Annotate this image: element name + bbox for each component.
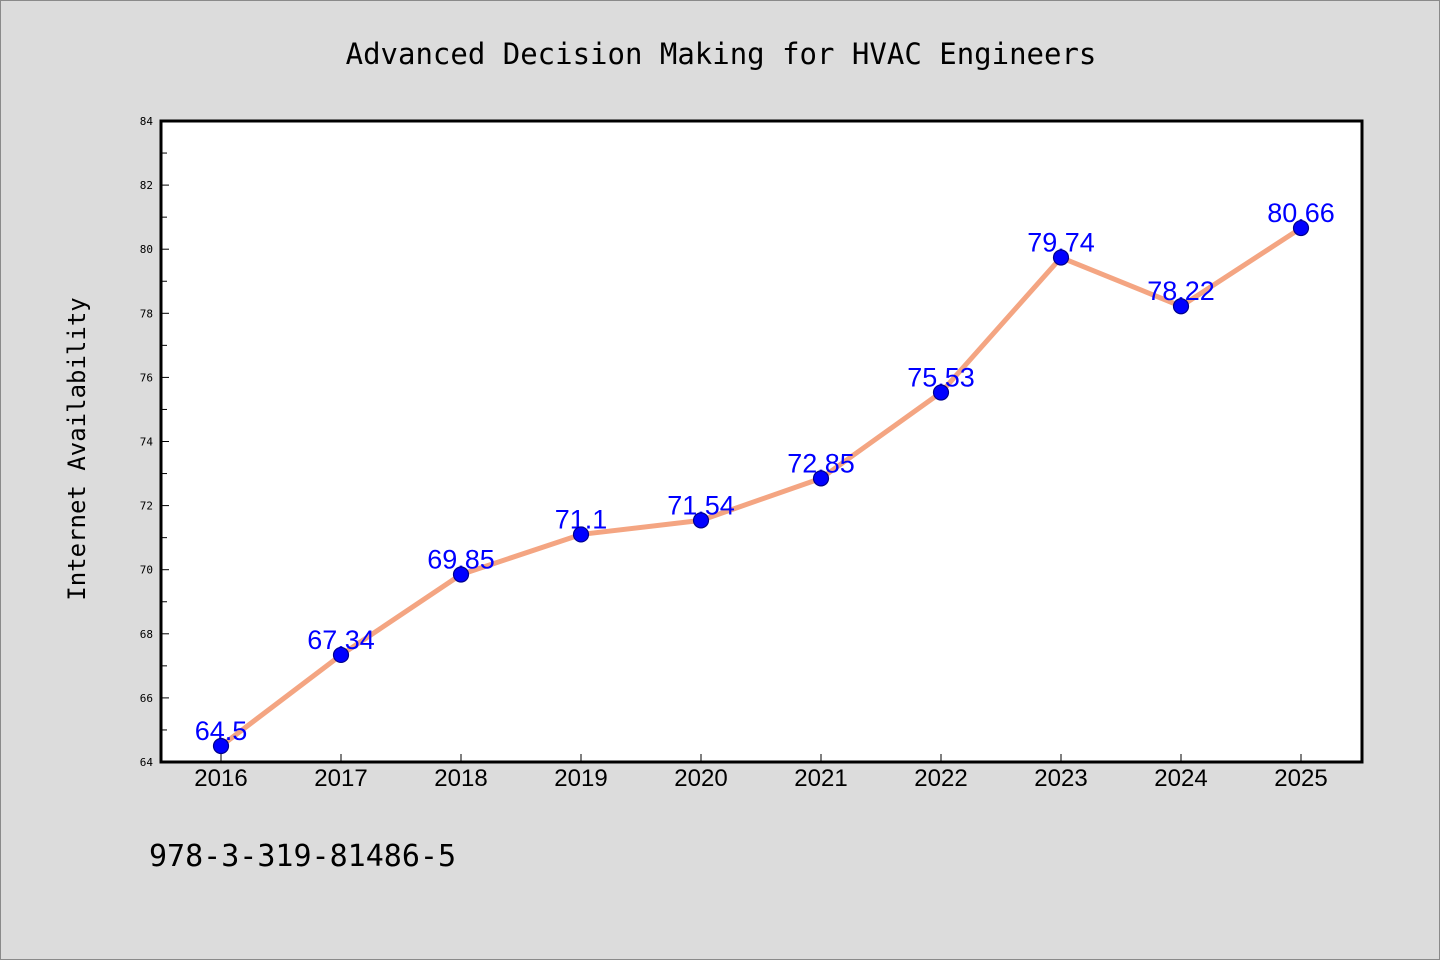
plot-area: [159, 119, 1364, 764]
x-tick-label: 2016: [194, 765, 247, 792]
y-axis-label: Internet Availability: [63, 297, 91, 600]
series-line-group: [218, 225, 1304, 749]
y-tick-label: 64: [140, 756, 154, 769]
y-tick-label: 68: [140, 628, 153, 641]
data-point: [692, 512, 710, 529]
x-axis: 2016 2017 2018 2019 2020 2021 2022 2023 2024 2025: [194, 754, 1328, 792]
isbn-text: 978-3-319-81486-5: [149, 839, 456, 874]
data-point: [212, 737, 230, 755]
y-tick-label: 76: [140, 371, 153, 384]
x-tick-label: 2021: [794, 765, 847, 792]
x-tick-label: 2022: [914, 765, 967, 792]
data-point: [572, 526, 590, 543]
chart-title: Advanced Decision Making for HVAC Engine…: [346, 37, 1097, 71]
x-tick-label: 2024: [1154, 765, 1207, 792]
data-point: [452, 566, 470, 583]
data-point: [1052, 249, 1070, 266]
x-tick-label: 2019: [554, 765, 607, 792]
y-tick-label: 82: [140, 179, 153, 192]
x-tick-label: 2018: [434, 765, 487, 792]
y-tick-label: 72: [140, 500, 153, 513]
data-point: [1172, 298, 1190, 315]
y-tick-label: 84: [140, 115, 154, 128]
y-tick-label: 70: [140, 564, 153, 577]
y-tick-label: 74: [140, 436, 154, 449]
y-tick-label: 66: [140, 692, 153, 705]
y-tick-label: 78: [140, 307, 153, 320]
data-point: [1292, 219, 1310, 237]
x-tick-label: 2020: [674, 765, 727, 792]
data-point: [332, 646, 350, 664]
x-tick-label: 2025: [1274, 765, 1327, 792]
data-markers: [212, 219, 1310, 755]
x-tick-label: 2017: [314, 765, 367, 792]
y-axis: 64 66 68 70 72 74 76 78 80 82 84: [140, 115, 169, 769]
y-tick-label: 80: [140, 243, 153, 256]
data-point: [812, 470, 830, 487]
data-point: [932, 384, 950, 401]
x-tick-label: 2023: [1034, 765, 1087, 792]
series-line: [218, 225, 1304, 749]
